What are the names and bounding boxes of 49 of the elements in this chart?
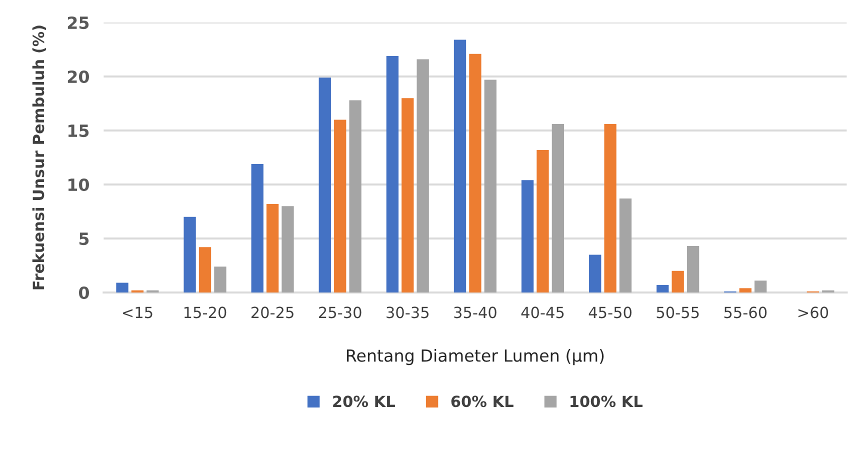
- bar: [604, 124, 616, 292]
- bar: [469, 54, 482, 292]
- x-tick-label: 55-60: [724, 306, 767, 318]
- x-tick-label: 30-35: [386, 306, 429, 318]
- bar: [266, 204, 279, 292]
- x-tick-label: 40-45: [521, 306, 564, 318]
- legend-label: 60% KL: [451, 396, 514, 408]
- bar: [214, 266, 226, 292]
- x-tick-label: >60: [798, 306, 828, 318]
- bar: [484, 80, 496, 292]
- y-tick-label: 5: [79, 232, 89, 246]
- bar: [282, 206, 294, 292]
- bar: [349, 100, 362, 292]
- x-tick-label: 50-55: [656, 306, 699, 318]
- bar: [672, 270, 684, 292]
- bar: [739, 288, 752, 292]
- x-tick-label: 45-50: [588, 306, 632, 318]
- bar: [454, 40, 466, 292]
- x-tick-label: 20-25: [251, 306, 294, 318]
- bar: [619, 198, 632, 292]
- bar: [589, 254, 602, 292]
- y-tick-label: 15: [68, 124, 89, 138]
- bar: [754, 280, 767, 292]
- bar: [402, 98, 414, 292]
- x-axis-title: Rentang Diameter Lumen (µm): [346, 348, 604, 366]
- x-tick-label: 15-20: [184, 306, 226, 318]
- x-tick-label: 35-40: [454, 306, 496, 318]
- legend-label: 20% KL: [333, 396, 395, 408]
- y-axis-title: Frekuensi Unsur Pembuluh (%): [32, 26, 46, 290]
- x-tick-label: <15: [122, 306, 152, 318]
- bar: [656, 284, 669, 292]
- bar: [251, 164, 264, 292]
- bar: [198, 247, 212, 292]
- bar: [116, 282, 128, 292]
- bar: [416, 59, 429, 292]
- x-tick-label: 25-30: [319, 306, 362, 318]
- legend-label: 100% KL: [570, 396, 643, 408]
- bar: [536, 150, 549, 292]
- bar: [386, 56, 399, 292]
- bar: [318, 78, 331, 292]
- y-tick-label: 20: [68, 70, 89, 84]
- bar: [552, 124, 564, 292]
- bar: [686, 246, 700, 292]
- bar: [334, 120, 346, 292]
- bar: [521, 180, 534, 292]
- bar: [184, 216, 196, 292]
- y-tick-label: 25: [68, 16, 89, 30]
- y-tick-label: 10: [68, 178, 89, 192]
- y-tick-label: 0: [78, 286, 89, 300]
